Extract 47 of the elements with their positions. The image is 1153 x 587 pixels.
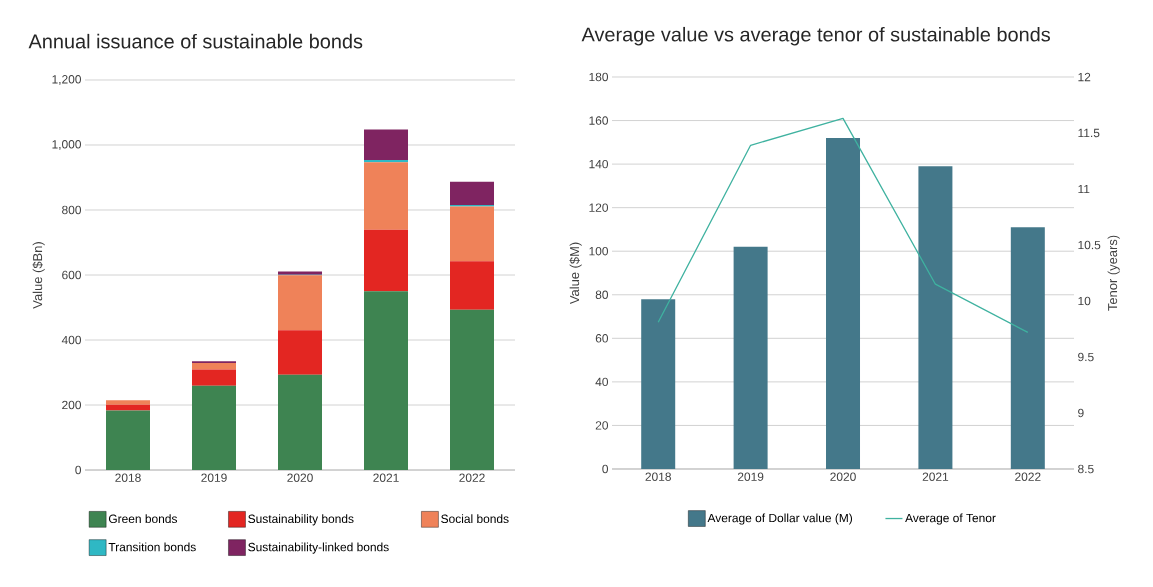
x-tick-label: 2018 [115,473,141,482]
y-tick-label: 60 [595,334,609,343]
x-tick-label: 2018 [645,472,671,481]
legend-label: Transition bonds [108,542,196,552]
y-tick-label: 140 [589,159,609,169]
x-tick-label: 2021 [922,472,949,481]
y-tick-label: 0 [602,464,609,474]
legend-label: Sustainability bonds [248,514,354,526]
x-tick-label: 2019 [201,473,227,482]
y-tick-label: 40 [595,377,609,387]
y-tick-label: 400 [61,335,82,345]
y-tick-label: 600 [62,270,82,280]
chart-title: Annual issuance of sustainable bonds [28,33,363,49]
y2-tick-label: 9.5 [1078,352,1094,362]
x-tick-label: 2021 [373,473,399,482]
legend-label: Sustainability-linked bonds [248,542,389,554]
y-tick-label: 1,000 [52,140,82,150]
y2-tick-label: 12 [1078,72,1091,82]
x-tick-label: 2022 [459,473,485,482]
y-tick-label: 120 [589,203,609,212]
x-tick-label: 2022 [1015,472,1041,481]
y-axis-title: Value ($Bn) [32,242,45,309]
y2-tick-label: 11 [1078,184,1090,194]
y-tick-label: 80 [595,290,609,299]
y-tick-label: 200 [62,400,82,410]
y-tick-label: 20 [595,421,609,430]
x-tick-label: 2020 [830,472,856,481]
y-tick-label: 0 [75,465,82,475]
y-tick-label: 160 [589,116,609,125]
y2-tick-label: 11.5 [1078,128,1100,138]
legend-label: Social bonds [441,514,509,524]
y-tick-label: 1,200 [52,75,82,85]
y-axis-title: Value ($M) [569,242,582,305]
y-tick-label: 800 [62,205,82,215]
y2-tick-label: 9 [1078,408,1084,418]
legend-label: Average of Dollar value (M) [707,513,853,525]
y2-tick-label: 10.5 [1078,240,1101,250]
x-tick-label: 2019 [737,472,764,481]
y2-tick-label: 8.5 [1078,464,1094,474]
y2-tick-label: 10 [1078,296,1091,306]
x-tick-label: 2020 [287,473,313,482]
chart-title: Average value vs average tenor of sustainable bonds [581,26,1050,46]
y-tick-label: 100 [589,246,609,256]
y-tick-label: 180 [589,72,609,82]
y2-axis-title: Tenor (years) [1107,235,1120,311]
legend-label: Average of Tenor [905,513,996,525]
legend-label: Green bonds [108,514,178,524]
